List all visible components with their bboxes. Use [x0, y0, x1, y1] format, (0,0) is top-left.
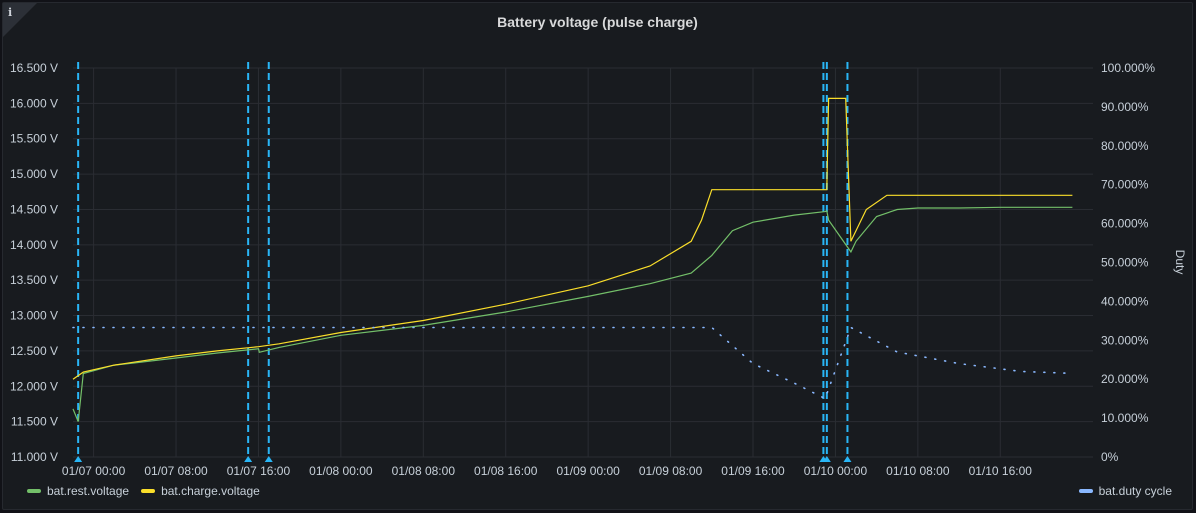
panel-info-corner[interactable]	[3, 3, 37, 37]
event-marker-handle[interactable]	[822, 456, 831, 462]
series-line-bat-duty-cycle[interactable]	[72, 326, 1074, 400]
info-icon[interactable]: i	[8, 6, 13, 19]
grid-lines	[73, 67, 1093, 458]
y-tick-label: 14.000 V	[10, 238, 58, 252]
x-tick-label: 01/08 16:00	[474, 464, 538, 478]
x-tick-label: 01/09 00:00	[556, 464, 620, 478]
y2-tick-label: 10.000%	[1101, 411, 1149, 425]
legend-swatch-duty	[1078, 489, 1093, 493]
x-tick-label: 01/10 08:00	[886, 464, 950, 478]
x-tick-label: 01/08 00:00	[309, 464, 373, 478]
event-marker-handle[interactable]	[74, 456, 83, 462]
y2-tick-label: 50.000%	[1101, 256, 1149, 270]
x-tick-label: 01/09 16:00	[721, 464, 785, 478]
legend-left: bat.rest.voltage bat.charge.voltage	[27, 484, 260, 498]
legend-swatch-rest	[27, 489, 41, 493]
y-tick-label: 16.500 V	[10, 61, 58, 75]
x-tick-label: 01/10 00:00	[804, 464, 868, 478]
y2-tick-label: 40.000%	[1101, 294, 1149, 308]
x-tick-label: 01/07 00:00	[62, 464, 126, 478]
legend-item-charge[interactable]: bat.charge.voltage	[141, 484, 260, 498]
legend-swatch-charge	[141, 489, 156, 493]
event-marker-handle[interactable]	[264, 456, 273, 462]
y2-tick-label: 70.000%	[1101, 178, 1149, 192]
legend-item-duty[interactable]: bat.duty cycle	[1078, 484, 1172, 498]
x-axis-ticks: 01/07 00:00 01/07 08:00 01/07 16:00 01/08 0…	[62, 464, 1032, 478]
legend-right: bat.duty cycle	[1078, 484, 1172, 498]
x-tick-label: 01/09 08:00	[639, 464, 703, 478]
y2-tick-label: 90.000%	[1101, 100, 1149, 114]
y-tick-label: 11.500 V	[11, 415, 58, 429]
y-tick-label: 12.500 V	[10, 344, 58, 358]
y-tick-label: 15.000 V	[10, 167, 58, 181]
y2-tick-label: 80.000%	[1101, 139, 1149, 153]
legend-item-rest[interactable]: bat.rest.voltage	[27, 484, 129, 498]
y2-axis-label: Duty	[1173, 250, 1187, 275]
y-tick-label: 15.500 V	[10, 132, 58, 146]
y-tick-label: 11.000 V	[11, 450, 58, 464]
x-tick-label: 01/10 16:00	[969, 464, 1033, 478]
series-line-bat-rest-voltage[interactable]	[72, 206, 1073, 422]
y-tick-label: 16.000 V	[10, 96, 58, 110]
y-axis-left-ticks: 11.000 V 11.500 V 12.000 V 12.500 V 13.000 V…	[10, 61, 58, 464]
y2-tick-label: 30.000%	[1101, 333, 1149, 347]
y-tick-label: 13.000 V	[10, 309, 58, 323]
legend-label-rest: bat.rest.voltage	[47, 484, 130, 498]
y2-tick-label: 20.000%	[1101, 372, 1149, 386]
y-tick-label: 12.000 V	[10, 379, 58, 393]
series-lines	[72, 97, 1074, 422]
y2-tick-label: 60.000%	[1101, 217, 1149, 231]
event-markers	[74, 62, 852, 462]
x-tick-label: 01/08 08:00	[392, 464, 456, 478]
y-tick-label: 13.500 V	[10, 273, 58, 287]
y2-tick-label: 100.000%	[1101, 61, 1155, 75]
y2-tick-label: 0%	[1101, 450, 1119, 464]
y-axis-right-ticks: 0% 10.000% 20.000% 30.000% 40.000% 50.000% 60.…	[1101, 61, 1155, 464]
x-tick-label: 01/07 16:00	[227, 464, 291, 478]
series-line-bat-charge-voltage[interactable]	[72, 97, 1073, 380]
event-marker-handle[interactable]	[244, 456, 253, 462]
legend-label-duty: bat.duty cycle	[1098, 484, 1172, 498]
event-marker-handle[interactable]	[843, 456, 852, 462]
x-tick-label: 01/07 08:00	[144, 464, 208, 478]
legend-label-charge: bat.charge.voltage	[161, 484, 260, 498]
panel-title[interactable]: Battery voltage (pulse charge)	[497, 14, 698, 30]
y-tick-label: 14.500 V	[10, 202, 58, 216]
